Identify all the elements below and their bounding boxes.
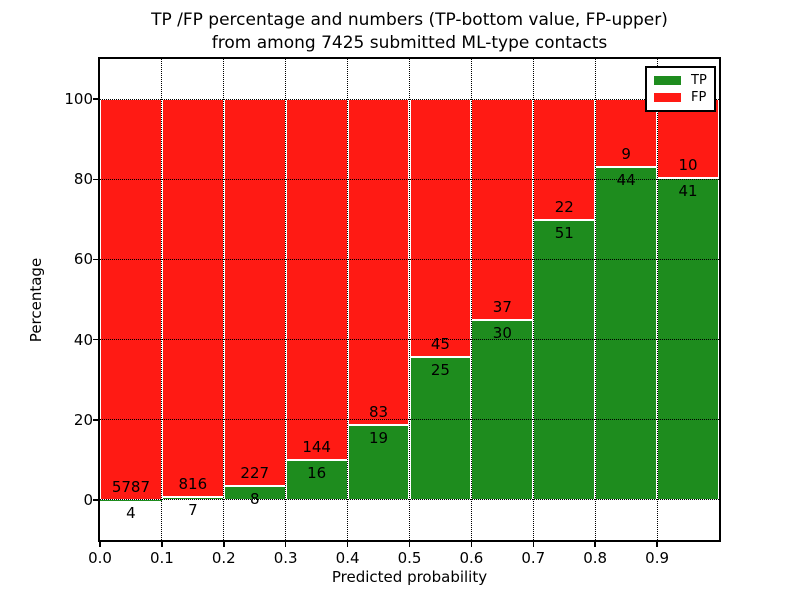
tp-count-label: 25 bbox=[430, 360, 450, 379]
x-tick-label: 0.1 bbox=[149, 549, 174, 567]
x-tick-label: 0.8 bbox=[583, 549, 608, 567]
tp-count-label: 16 bbox=[307, 463, 327, 482]
gridline bbox=[594, 59, 596, 540]
legend-item-tp: TP bbox=[654, 72, 707, 89]
x-tick-mark bbox=[656, 542, 658, 547]
gridline bbox=[409, 59, 410, 540]
x-tick-label: 0.7 bbox=[521, 549, 546, 567]
tp-bar-segment bbox=[285, 459, 348, 500]
tp-count-label: 30 bbox=[492, 324, 512, 343]
fp-count-label: 144 bbox=[302, 437, 331, 456]
fp-count-label: 9 bbox=[621, 145, 631, 164]
y-tick-label: 80 bbox=[73, 170, 93, 189]
x-tick-mark bbox=[532, 542, 535, 547]
gridline bbox=[223, 59, 225, 540]
x-tick-mark bbox=[470, 542, 473, 547]
gridline bbox=[100, 258, 719, 260]
gridline bbox=[285, 59, 287, 540]
fp-bar-segment bbox=[533, 99, 596, 220]
tp-bar-segment bbox=[533, 219, 596, 500]
x-tick-label: 0.0 bbox=[88, 549, 112, 567]
x-tick-mark bbox=[346, 542, 349, 547]
y-tick-label: 60 bbox=[73, 250, 93, 269]
y-tick-mark bbox=[93, 419, 98, 421]
x-tick-mark bbox=[161, 542, 163, 547]
fp-bar-segment bbox=[471, 99, 534, 321]
tp-bar-segment bbox=[347, 425, 410, 500]
chart-title: TP /FP percentage and numbers (TP-bottom… bbox=[100, 9, 719, 55]
gridline bbox=[100, 339, 719, 341]
x-tick-label: 0.9 bbox=[645, 549, 670, 567]
x-tick-mark bbox=[223, 542, 225, 547]
fp-bar-segment bbox=[223, 99, 286, 487]
fp-count-label: 5787 bbox=[111, 477, 151, 496]
y-tick-mark bbox=[93, 338, 98, 341]
legend-tp-swatch bbox=[654, 76, 681, 85]
fp-count-label: 45 bbox=[430, 334, 450, 353]
tp-count-label: 7 bbox=[188, 500, 198, 519]
gridline bbox=[347, 59, 349, 540]
y-tick-mark bbox=[93, 258, 98, 261]
fp-count-label: 83 bbox=[368, 403, 389, 422]
gridline bbox=[470, 59, 472, 540]
tp-count-label: 8 bbox=[249, 490, 260, 509]
x-tick-mark bbox=[284, 542, 287, 547]
legend-item-fp: FP bbox=[654, 89, 707, 106]
legend-fp-label: FP bbox=[691, 90, 707, 105]
x-tick-label: 0.3 bbox=[273, 549, 298, 567]
fp-bar-segment bbox=[409, 99, 472, 357]
fp-bar-segment bbox=[347, 99, 410, 426]
tp-count-label: 44 bbox=[616, 171, 636, 190]
fp-count-label: 37 bbox=[492, 298, 512, 317]
tp-bar-segment bbox=[471, 320, 534, 500]
tp-bar-segment bbox=[595, 167, 658, 500]
gridline bbox=[161, 59, 163, 540]
x-tick-label: 0.4 bbox=[335, 549, 360, 567]
gridline bbox=[100, 178, 719, 180]
gridline bbox=[100, 419, 719, 421]
y-tick-label: 0 bbox=[83, 490, 93, 509]
gridline bbox=[656, 59, 658, 540]
x-tick-mark bbox=[99, 542, 101, 547]
y-tick-mark bbox=[93, 499, 98, 501]
fp-bar-segment bbox=[161, 99, 224, 497]
x-tick-label: 0.2 bbox=[211, 549, 236, 567]
gridline bbox=[532, 59, 534, 540]
fp-bar-segment bbox=[100, 99, 162, 500]
fp-count-label: 10 bbox=[678, 155, 698, 174]
legend-fp-swatch bbox=[654, 93, 681, 102]
tp-count-label: 51 bbox=[554, 223, 574, 242]
fp-count-label: 227 bbox=[240, 464, 270, 483]
tp-count-label: 19 bbox=[368, 429, 389, 448]
y-tick-label: 40 bbox=[73, 330, 93, 349]
gridline bbox=[100, 98, 719, 100]
x-tick-label: 0.6 bbox=[459, 549, 484, 567]
x-tick-mark bbox=[594, 542, 596, 547]
fp-bar-segment bbox=[285, 99, 348, 460]
y-tick-mark bbox=[93, 98, 98, 100]
chart-title-line2: from among 7425 submitted ML-type contac… bbox=[211, 33, 608, 53]
tp-count-label: 41 bbox=[678, 181, 698, 200]
fp-count-label: 816 bbox=[178, 474, 208, 493]
legend: TP FP bbox=[645, 66, 716, 112]
x-axis-label: Predicted probability bbox=[331, 568, 488, 586]
y-tick-label: 20 bbox=[73, 410, 93, 429]
fp-count-label: 22 bbox=[554, 197, 574, 216]
legend-tp-label: TP bbox=[691, 73, 707, 88]
chart-title-line1: TP /FP percentage and numbers (TP-bottom… bbox=[151, 10, 668, 30]
tp-count-label: 4 bbox=[126, 503, 136, 522]
gridline bbox=[100, 499, 719, 501]
y-tick-label: 100 bbox=[64, 90, 93, 109]
x-tick-label: 0.5 bbox=[397, 549, 422, 567]
x-tick-mark bbox=[408, 542, 411, 547]
y-tick-mark bbox=[93, 178, 98, 180]
